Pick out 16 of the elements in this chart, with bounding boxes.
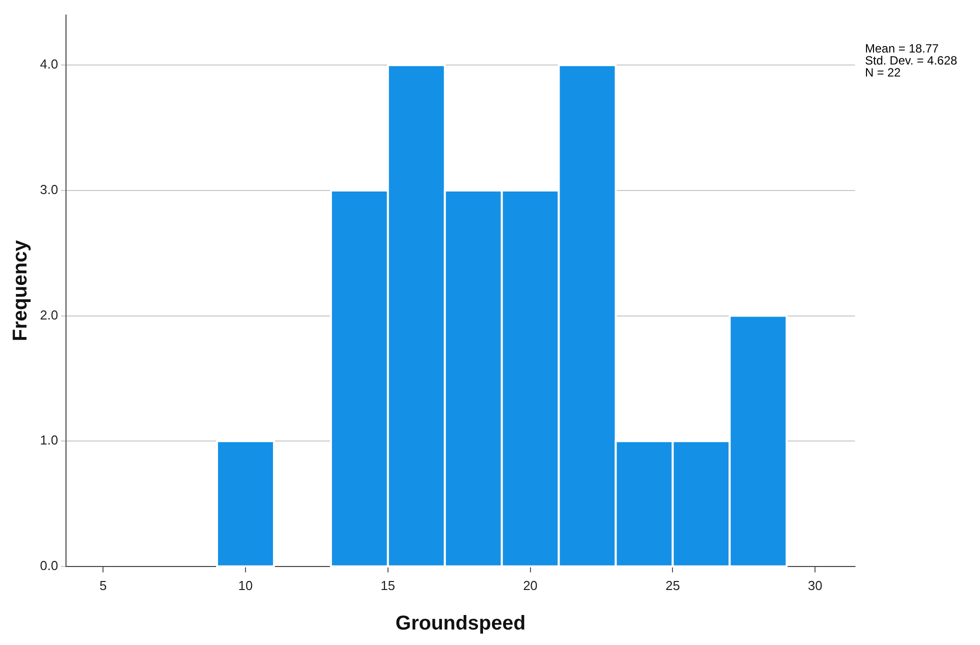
y-tick-label: 2.0 xyxy=(40,307,58,322)
y-tick-label: 0.0 xyxy=(40,558,58,573)
y-tick-label: 4.0 xyxy=(40,56,58,72)
y-tick-label: 3.0 xyxy=(40,182,58,198)
x-tick-label: 10 xyxy=(238,578,253,593)
text: Mean = 18.77 xyxy=(865,41,940,56)
text: N = 22 xyxy=(865,65,902,80)
x-tick-label: 5 xyxy=(99,578,107,593)
x-tick-label: 25 xyxy=(665,578,680,593)
y-tick-label: 1.0 xyxy=(40,432,58,448)
x-tick-label: 20 xyxy=(523,578,538,593)
y-axis-title: Frequency xyxy=(10,239,32,342)
x-tick-label: 15 xyxy=(380,578,396,593)
x-axis-title: Groundspeed xyxy=(396,612,526,635)
x-tick-label: 30 xyxy=(808,578,822,593)
text: Std. Dev. = 4.628 xyxy=(865,53,958,68)
